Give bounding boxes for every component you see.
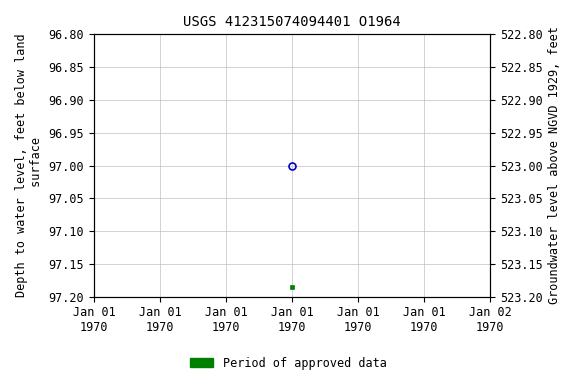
Y-axis label: Depth to water level, feet below land
 surface: Depth to water level, feet below land su… bbox=[15, 34, 43, 297]
Y-axis label: Groundwater level above NGVD 1929, feet: Groundwater level above NGVD 1929, feet bbox=[548, 26, 561, 305]
Title: USGS 412315074094401 O1964: USGS 412315074094401 O1964 bbox=[183, 15, 401, 29]
Legend: Period of approved data: Period of approved data bbox=[185, 352, 391, 374]
